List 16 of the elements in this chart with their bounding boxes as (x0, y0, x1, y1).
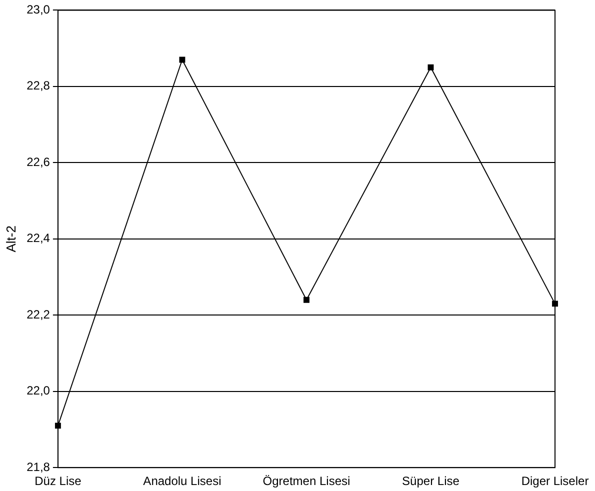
y-axis-title: Alt-2 (3, 226, 18, 252)
y-tick-label: 23,0 (26, 2, 50, 17)
x-tick-label: Diger Liseler (521, 474, 589, 488)
y-tick-label: 21,8 (26, 460, 50, 474)
point (179, 56, 186, 63)
x-tick-label: Ögretmen Lisesi (262, 474, 350, 488)
x-tick-label: Düz Lise (34, 474, 82, 488)
point (304, 296, 310, 303)
y-tick-label: 22,2 (26, 307, 50, 322)
y-tick-label: 22,6 (26, 154, 50, 169)
y-tick-label: 22,4 (26, 231, 50, 246)
y-tick-label: 22,8 (26, 78, 50, 93)
point (428, 64, 434, 70)
x-tick-label: Anadolu Lisesi (143, 474, 222, 488)
x-tick-label: Süper Lise (402, 474, 460, 488)
y-tick-label: 22,0 (26, 384, 50, 398)
